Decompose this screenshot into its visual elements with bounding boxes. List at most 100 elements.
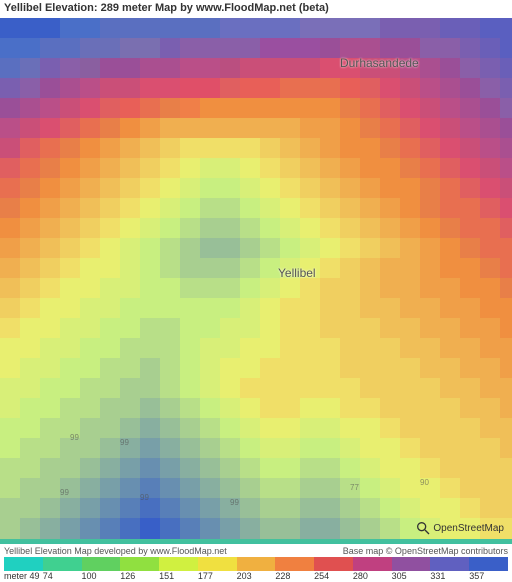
elevation-cell xyxy=(100,238,121,259)
elevation-cell xyxy=(220,478,241,499)
elevation-cell xyxy=(300,198,321,219)
elevation-cell xyxy=(400,438,421,459)
elevation-cell xyxy=(480,378,501,399)
elevation-cell xyxy=(480,278,501,299)
elevation-cell xyxy=(180,358,201,379)
elevation-cell xyxy=(140,258,161,279)
elevation-cell xyxy=(480,318,501,339)
elevation-cell xyxy=(400,278,421,299)
elevation-cell xyxy=(140,338,161,359)
elevation-cell xyxy=(180,238,201,259)
elevation-cell xyxy=(80,158,101,179)
attribution-link[interactable]: OpenStreetMap xyxy=(415,520,504,536)
elevation-cell xyxy=(100,38,121,59)
elevation-cell xyxy=(500,58,512,79)
elevation-cell xyxy=(140,238,161,259)
elevation-cell xyxy=(200,458,221,479)
elevation-cell xyxy=(360,438,381,459)
elevation-cell xyxy=(280,118,301,139)
elevation-cell xyxy=(340,118,361,139)
elevation-cell xyxy=(120,418,141,439)
elevation-cell xyxy=(120,258,141,279)
elevation-cell xyxy=(300,118,321,139)
elevation-cell xyxy=(160,318,181,339)
elevation-cell xyxy=(420,398,441,419)
elevation-cell xyxy=(20,418,41,439)
elevation-cell xyxy=(120,338,141,359)
elevation-cell xyxy=(200,498,221,519)
elevation-cell xyxy=(420,318,441,339)
elevation-cell xyxy=(240,258,261,279)
elevation-cell xyxy=(60,498,81,519)
elevation-cell xyxy=(120,178,141,199)
elevation-cell xyxy=(200,278,221,299)
elevation-cell xyxy=(480,458,501,479)
elevation-cell xyxy=(260,298,281,319)
elevation-cell xyxy=(340,218,361,239)
elevation-cell xyxy=(160,418,181,439)
elevation-cell xyxy=(420,218,441,239)
elevation-cell xyxy=(380,278,401,299)
elevation-cell xyxy=(120,118,141,139)
elevation-cell xyxy=(80,78,101,99)
elevation-cell xyxy=(500,258,512,279)
elevation-cell xyxy=(40,518,61,539)
elevation-cell xyxy=(160,258,181,279)
elevation-cell xyxy=(100,198,121,219)
legend-swatch xyxy=(159,557,198,571)
elevation-cell xyxy=(380,138,401,159)
elevation-cell xyxy=(440,378,461,399)
elevation-cell xyxy=(440,318,461,339)
elevation-cell xyxy=(260,378,281,399)
elevation-cell xyxy=(160,438,181,459)
elevation-cell xyxy=(240,158,261,179)
elevation-cell xyxy=(360,298,381,319)
elevation-cell xyxy=(280,518,301,539)
elevation-cell xyxy=(380,338,401,359)
elevation-cell xyxy=(200,38,221,59)
elevation-cell xyxy=(20,118,41,139)
elevation-cell xyxy=(200,398,221,419)
elevation-cell xyxy=(380,98,401,119)
elevation-cell xyxy=(420,258,441,279)
elevation-cell xyxy=(140,298,161,319)
elevation-cell xyxy=(160,18,181,39)
elevation-cell xyxy=(200,298,221,319)
elevation-cell xyxy=(80,218,101,239)
elevation-cell xyxy=(140,418,161,439)
footer: Yellibel Elevation Map developed by www.… xyxy=(0,544,512,582)
elevation-cell xyxy=(260,38,281,59)
elevation-cell xyxy=(220,58,241,79)
elevation-cell xyxy=(380,418,401,439)
elevation-cell xyxy=(500,78,512,99)
elevation-cell xyxy=(100,258,121,279)
elevation-cell xyxy=(60,38,81,59)
elevation-cell xyxy=(260,418,281,439)
elevation-cell xyxy=(300,418,321,439)
elevation-cell xyxy=(340,458,361,479)
elevation-cell xyxy=(180,58,201,79)
elevation-cell xyxy=(280,438,301,459)
elevation-cell xyxy=(180,118,201,139)
elevation-cell xyxy=(0,98,21,119)
elevation-cell xyxy=(320,138,341,159)
elevation-cell xyxy=(340,358,361,379)
elevation-cell xyxy=(360,358,381,379)
elevation-cell xyxy=(80,98,101,119)
elevation-cell xyxy=(280,138,301,159)
elevation-cell xyxy=(340,138,361,159)
elevation-cell xyxy=(260,438,281,459)
elevation-cell xyxy=(220,258,241,279)
elevation-cell xyxy=(380,358,401,379)
elevation-cell xyxy=(380,18,401,39)
elevation-cell xyxy=(360,118,381,139)
elevation-cell xyxy=(320,18,341,39)
elevation-map[interactable]: OpenStreetMap DurhasandedeYellibel999999… xyxy=(0,18,512,544)
elevation-cell xyxy=(160,178,181,199)
elevation-cell xyxy=(360,418,381,439)
elevation-cell xyxy=(240,318,261,339)
elevation-cell xyxy=(160,498,181,519)
elevation-cell xyxy=(320,278,341,299)
elevation-cell xyxy=(260,358,281,379)
elevation-cell xyxy=(360,278,381,299)
